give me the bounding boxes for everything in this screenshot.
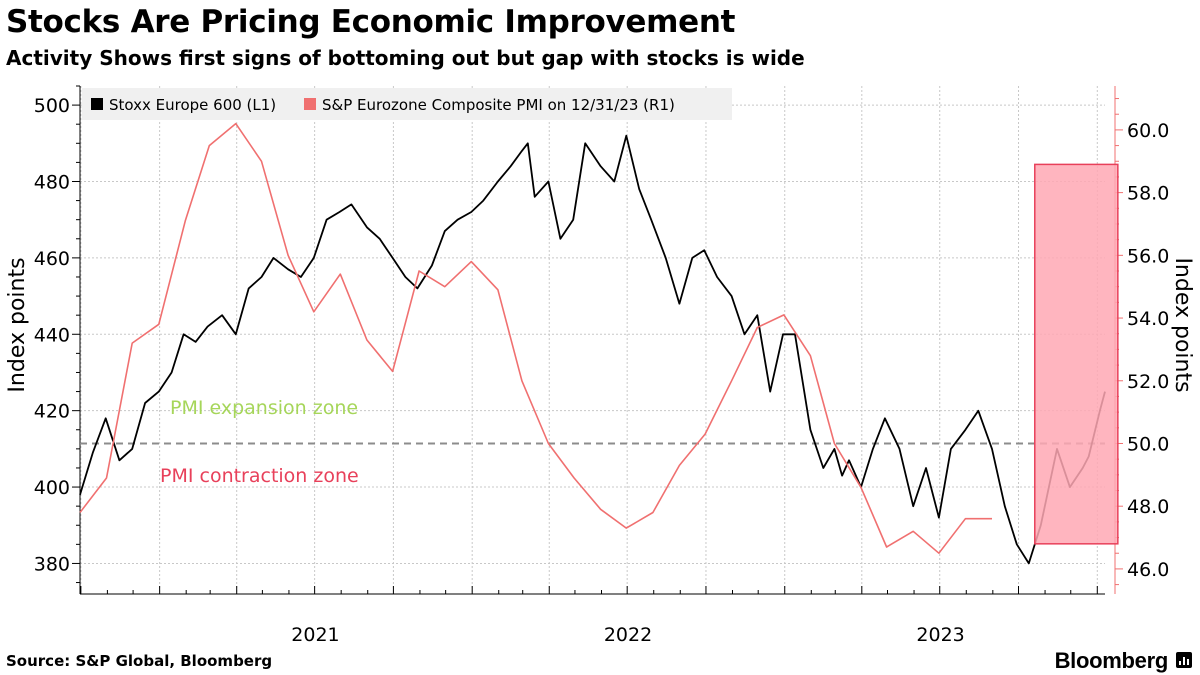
brand-logo: Bloomberg: [1054, 648, 1169, 673]
x-tick-label: 2022: [604, 624, 652, 646]
legend-swatch-pmi: [304, 98, 316, 110]
stoxx-line: [79, 134, 1106, 565]
legend-background: [82, 88, 732, 120]
right-axis: 46.0 48.0 50.0 52.0 54.0 56.0 58.0 60.0: [1114, 86, 1169, 594]
left-tick-label: 480: [34, 171, 70, 193]
legend[interactable]: Stoxx Europe 600 (L1) S&P Eurozone Compo…: [82, 88, 732, 120]
left-tick-label: 420: [34, 401, 70, 423]
pmi-line: [79, 122, 992, 554]
plot-area: [80, 86, 1105, 594]
right-tick-label: 54.0: [1127, 308, 1169, 330]
right-tick-label: 48.0: [1127, 496, 1169, 518]
source-note: Source: S&P Global, Bloomberg: [6, 652, 273, 670]
left-axis: 380 400 420 440 460 480 500: [34, 85, 81, 594]
x-axis: 2021 2022 2023: [80, 586, 1105, 646]
bloomberg-chart-icon: [1176, 652, 1192, 668]
right-tick-label: 56.0: [1127, 245, 1169, 267]
right-tick-label: 58.0: [1127, 183, 1169, 205]
x-tick-label: 2021: [291, 624, 339, 646]
left-tick-label: 460: [34, 248, 70, 270]
highlight-band: [1034, 163, 1119, 545]
left-tick-label: 400: [34, 477, 70, 499]
legend-label-stoxx: Stoxx Europe 600 (L1): [109, 96, 276, 114]
legend-swatch-stoxx: [91, 98, 103, 110]
chart-subtitle: Activity Shows first signs of bottoming …: [6, 46, 805, 70]
left-tick-label: 500: [34, 95, 70, 117]
left-tick-label: 380: [34, 553, 70, 575]
right-axis-title: Index points: [1170, 257, 1195, 392]
right-tick-label: 50.0: [1127, 433, 1169, 455]
legend-label-pmi: S&P Eurozone Composite PMI on 12/31/23 (…: [322, 96, 675, 114]
right-tick-label: 60.0: [1127, 120, 1169, 142]
right-tick-label: 52.0: [1127, 371, 1169, 393]
left-axis-title: Index points: [5, 257, 30, 392]
expansion-zone-label: PMI expansion zone: [170, 397, 358, 419]
contraction-zone-label: PMI contraction zone: [160, 465, 359, 487]
x-tick-label: 2023: [916, 624, 964, 646]
chart-title: Stocks Are Pricing Economic Improvement: [6, 4, 736, 40]
left-tick-label: 440: [34, 324, 70, 346]
right-tick-label: 46.0: [1127, 559, 1169, 581]
series-lines: [79, 122, 1106, 565]
